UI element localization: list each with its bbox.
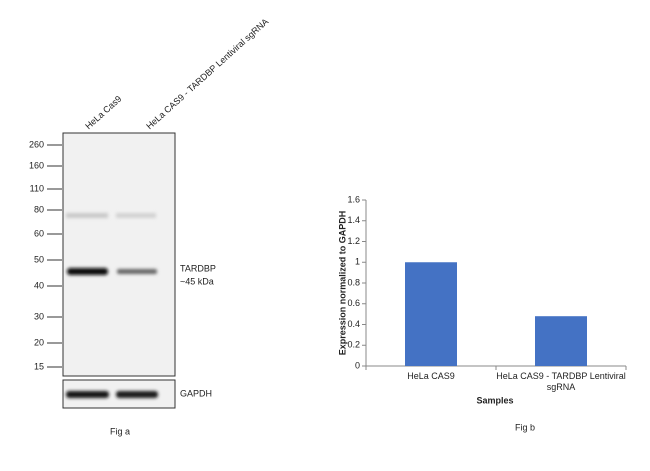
- faint-band: [116, 213, 156, 218]
- marker-label: 160: [29, 160, 44, 170]
- marker-label: 30: [34, 311, 44, 321]
- y-tick-label: 0: [355, 360, 360, 370]
- tardbp-band: [117, 269, 157, 274]
- y-tick-label: 1.6: [347, 194, 360, 204]
- marker-label: 50: [34, 254, 44, 264]
- x-tick-label: HeLa CAS9: [407, 371, 455, 381]
- marker-label: 15: [34, 361, 44, 371]
- band-label: TARDBP: [180, 263, 216, 273]
- bar: [405, 262, 457, 366]
- y-tick-label: 0.4: [347, 319, 360, 329]
- blot-panel: [62, 132, 176, 377]
- y-tick-label: 1.2: [347, 236, 360, 246]
- caption: Fig b: [515, 422, 535, 432]
- lane-label: HeLa Cas9: [83, 94, 123, 132]
- marker-label: 60: [34, 228, 44, 238]
- marker-label: 40: [34, 280, 44, 290]
- loading-label: GAPDH: [180, 388, 212, 398]
- y-tick-label: 1: [355, 257, 360, 267]
- y-tick-label: 1.4: [347, 215, 360, 225]
- marker-label: 80: [34, 204, 44, 214]
- gapdh-band: [116, 391, 158, 398]
- y-tick-label: 0.2: [347, 340, 360, 350]
- marker-label: 20: [34, 337, 44, 347]
- faint-band: [66, 213, 108, 218]
- band-label: ~45 kDa: [180, 276, 214, 286]
- lane-label: HeLa CAS9 - TARDBP Lentiviral sgRNA: [144, 16, 270, 131]
- gapdh-band: [66, 391, 109, 398]
- y-tick-label: 0.8: [347, 277, 360, 287]
- bar: [535, 316, 587, 366]
- y-axis-label: Expression normalized to GAPDH: [337, 211, 347, 356]
- marker-label: 260: [29, 139, 44, 149]
- caption: Fig a: [110, 426, 130, 436]
- y-tick-label: 0.6: [347, 298, 360, 308]
- x-axis-label: Samples: [476, 395, 513, 405]
- marker-label: 110: [30, 183, 44, 193]
- x-tick-label: HeLa CAS9 - TARDBP Lentiviral sgRNA: [496, 371, 626, 392]
- tardbp-band: [67, 268, 108, 275]
